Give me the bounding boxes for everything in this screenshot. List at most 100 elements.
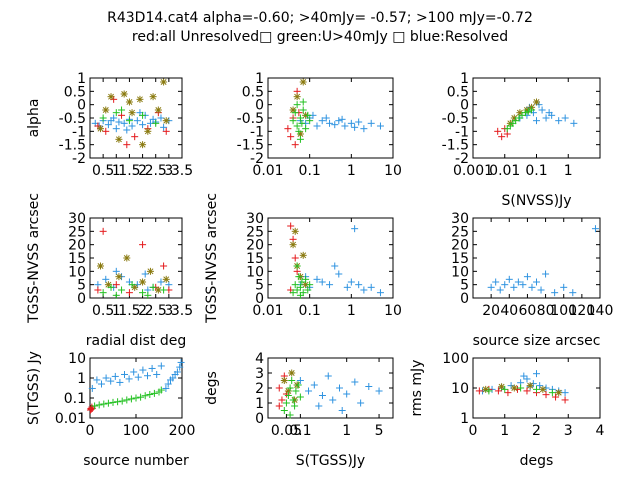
data-point bbox=[141, 270, 149, 278]
data-point bbox=[551, 289, 559, 297]
panel-p7: 0 100 200 0.01 0.1 1 10 source number S(TGSS) Jy bbox=[26, 351, 195, 469]
y-tick-label: 5 bbox=[255, 278, 264, 294]
data-point bbox=[487, 283, 495, 291]
x-tick-label: 1 bbox=[564, 163, 573, 179]
data-point bbox=[305, 387, 313, 395]
x-tick-label: 4 bbox=[596, 423, 605, 439]
y-tick-label: -0.5 bbox=[237, 111, 264, 127]
data-point bbox=[291, 141, 299, 149]
series-olive bbox=[280, 369, 301, 404]
data-point bbox=[519, 281, 527, 289]
data-point bbox=[102, 374, 110, 382]
data-point bbox=[548, 389, 556, 397]
data-point bbox=[88, 384, 96, 392]
data-point bbox=[104, 121, 112, 129]
data-point bbox=[367, 119, 375, 127]
data-point bbox=[116, 378, 124, 386]
x-tick-label: 2 bbox=[138, 163, 147, 179]
data-point bbox=[173, 368, 181, 376]
data-point bbox=[121, 370, 128, 378]
x-tick-label: 0 bbox=[86, 423, 95, 439]
data-point bbox=[299, 78, 307, 86]
data-point bbox=[561, 389, 569, 397]
data-point bbox=[154, 106, 162, 114]
data-point bbox=[326, 281, 334, 289]
data-point bbox=[123, 396, 131, 404]
series-green bbox=[289, 98, 314, 143]
data-point bbox=[118, 397, 126, 405]
y-tick-label: -1.5 bbox=[442, 138, 469, 154]
data-point bbox=[322, 114, 330, 122]
data-point bbox=[326, 119, 334, 127]
data-point bbox=[296, 393, 304, 401]
data-point bbox=[298, 278, 306, 286]
data-point bbox=[286, 384, 294, 392]
y-tick-label: 0 bbox=[460, 98, 469, 114]
data-point bbox=[569, 289, 577, 297]
data-point bbox=[275, 384, 283, 392]
data-point bbox=[293, 122, 301, 130]
y-axis-label: degs bbox=[204, 371, 220, 405]
data-point bbox=[331, 121, 339, 129]
data-point bbox=[104, 399, 112, 407]
y-tick-label: 10 bbox=[246, 264, 264, 280]
data-point bbox=[360, 125, 368, 133]
data-point bbox=[160, 286, 168, 294]
x-tick-label: 3 bbox=[164, 163, 173, 179]
data-point bbox=[149, 283, 157, 291]
data-point bbox=[134, 373, 142, 381]
x-tick-label: 1 bbox=[500, 423, 509, 439]
series-green bbox=[289, 262, 314, 299]
x-tick-label: 2.5 bbox=[145, 303, 167, 319]
x-tick-label: 1.5 bbox=[118, 303, 140, 319]
data-point bbox=[162, 127, 170, 135]
series-green bbox=[91, 386, 165, 410]
y-axis-label: TGSS-NVSS arcsec bbox=[204, 193, 220, 324]
data-point bbox=[177, 358, 185, 366]
data-point bbox=[123, 254, 131, 262]
x-tick-label: 0.01 bbox=[252, 303, 283, 319]
y-tick-label: -1 bbox=[72, 124, 86, 140]
y-tick-label: -1.5 bbox=[237, 138, 264, 154]
data-point bbox=[115, 118, 123, 126]
data-point bbox=[310, 381, 318, 389]
x-tick-label: 100 bbox=[550, 303, 577, 319]
data-point bbox=[289, 117, 297, 125]
data-point bbox=[93, 376, 101, 384]
data-point bbox=[324, 372, 332, 380]
data-point bbox=[125, 117, 133, 125]
y-tick-label: -2 bbox=[455, 151, 469, 167]
x-tick-label: 0.1 bbox=[525, 163, 547, 179]
x-tick-label: 120 bbox=[568, 303, 595, 319]
data-point bbox=[289, 396, 297, 404]
data-point bbox=[335, 270, 343, 278]
data-point bbox=[148, 364, 156, 372]
data-point bbox=[528, 283, 536, 291]
y-tick-label: 20 bbox=[246, 238, 264, 254]
data-point bbox=[139, 278, 147, 286]
data-point bbox=[123, 126, 131, 134]
data-point bbox=[295, 127, 303, 135]
x-tick-label: 2 bbox=[532, 423, 541, 439]
data-point bbox=[528, 106, 536, 114]
data-point bbox=[123, 141, 131, 149]
data-point bbox=[294, 381, 302, 389]
y-tick-label: 30 bbox=[451, 211, 469, 227]
data-point bbox=[302, 125, 310, 133]
data-point bbox=[517, 384, 525, 392]
data-point bbox=[120, 90, 128, 98]
data-point bbox=[313, 122, 321, 130]
y-tick-label: 4 bbox=[255, 351, 264, 367]
series-green bbox=[280, 377, 304, 419]
y-tick-label: 1 bbox=[460, 411, 469, 427]
data-point bbox=[329, 396, 337, 404]
data-point bbox=[282, 399, 290, 407]
data-point bbox=[287, 222, 295, 230]
data-point bbox=[296, 135, 304, 143]
data-point bbox=[533, 278, 540, 286]
data-point bbox=[313, 275, 321, 283]
